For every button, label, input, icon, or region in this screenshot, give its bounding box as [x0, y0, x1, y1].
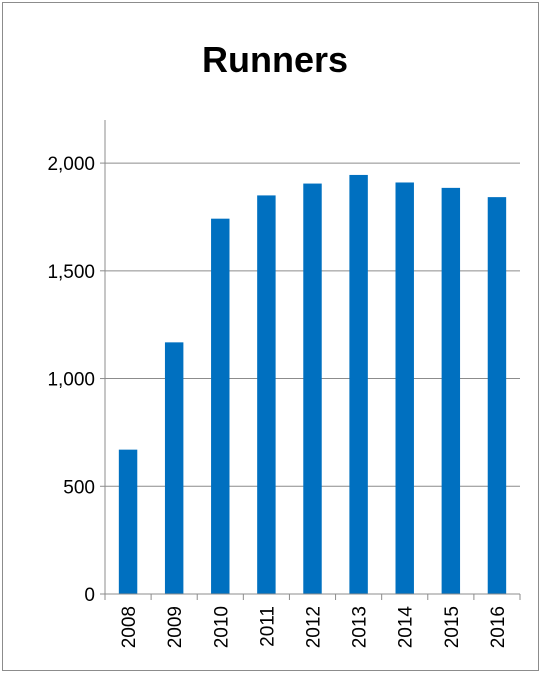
x-tick-label: 2012 — [304, 606, 325, 648]
x-tick-label: 2013 — [350, 606, 371, 648]
x-tick-labels: 2008 2009 2010 2011 2012 2013 2014 2015 2016 — [119, 606, 509, 649]
x-tick-label: 2009 — [165, 606, 186, 648]
bar-2016 — [487, 197, 507, 594]
y-tick-label: 1,500 — [47, 262, 95, 283]
axes — [100, 120, 521, 600]
bar-2015 — [441, 187, 461, 595]
x-tick-label: 2016 — [488, 606, 509, 648]
x-tick-label: 2014 — [396, 606, 417, 649]
chart-title: Runners — [202, 39, 348, 80]
x-tick-label: 2011 — [257, 606, 278, 647]
y-tick-label: 500 — [63, 477, 95, 498]
bar-2008 — [118, 449, 138, 594]
x-tick-label: 2015 — [442, 606, 463, 648]
y-tick-label: 0 — [84, 585, 95, 606]
bar-2010 — [211, 218, 230, 595]
bar-2009 — [164, 342, 184, 594]
x-tick-label: 2008 — [119, 606, 140, 648]
y-tick-label: 1,000 — [47, 370, 95, 391]
bar-2013 — [349, 174, 368, 594]
y-tick-label: 2,000 — [47, 154, 95, 175]
y-tick-labels: 0 500 1,000 1,500 2,000 — [47, 154, 95, 606]
bars — [118, 174, 507, 595]
x-tick-label: 2010 — [211, 606, 232, 648]
bar-2012 — [303, 183, 322, 595]
bar-2011 — [257, 195, 276, 594]
bar-2014 — [395, 182, 414, 594]
